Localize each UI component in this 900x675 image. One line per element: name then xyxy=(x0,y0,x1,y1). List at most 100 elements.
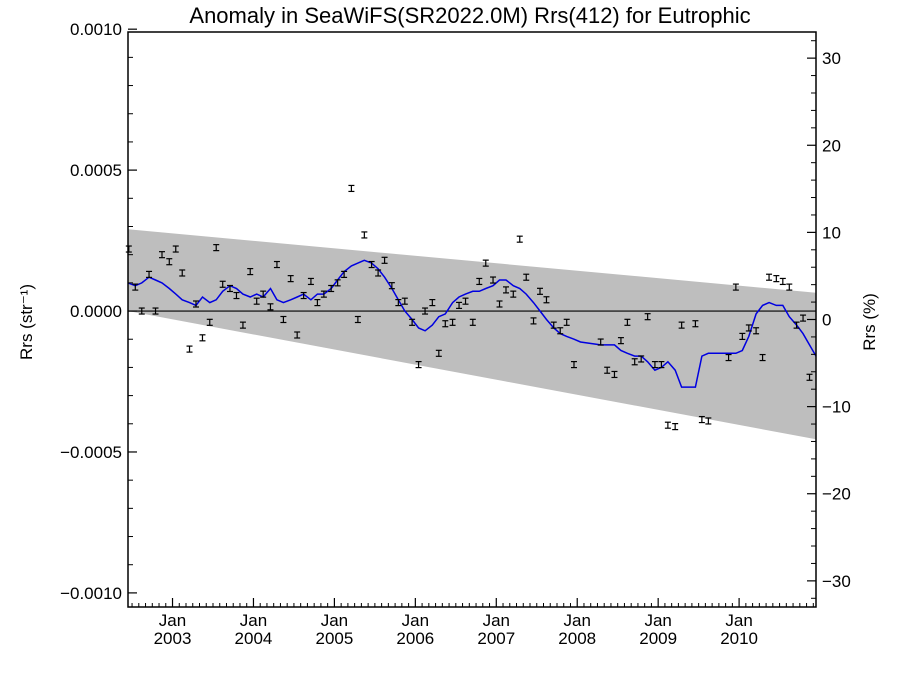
data-point xyxy=(409,318,416,326)
left-tick-label: 0.0005 xyxy=(70,161,122,180)
data-point xyxy=(253,297,260,305)
left-tick-label: −0.0005 xyxy=(60,443,122,462)
data-point xyxy=(543,296,550,304)
data-point xyxy=(381,256,388,264)
data-point xyxy=(692,320,699,328)
right-tick-label: 20 xyxy=(822,136,841,155)
data-point xyxy=(570,360,577,369)
data-point xyxy=(219,280,226,288)
data-point xyxy=(273,260,280,269)
smoothed-series-line xyxy=(127,259,817,388)
data-point xyxy=(773,275,780,283)
data-point xyxy=(611,370,618,379)
data-point xyxy=(725,353,732,362)
data-point xyxy=(401,297,408,305)
data-point xyxy=(199,334,206,342)
data-point xyxy=(456,301,463,310)
x-tick-year-label: 2003 xyxy=(154,629,192,648)
data-point xyxy=(644,313,651,321)
data-point xyxy=(314,298,321,307)
data-point xyxy=(341,270,348,279)
data-point xyxy=(435,349,442,357)
data-point xyxy=(664,421,671,429)
data-point xyxy=(530,317,537,325)
data-point xyxy=(247,267,254,276)
data-point xyxy=(563,318,570,326)
axes-layer: 0.00100.00050.0000−0.0005−0.00103020100−… xyxy=(60,20,851,648)
data-point xyxy=(469,318,476,326)
data-point xyxy=(536,287,543,295)
left-tick-label: 0.0000 xyxy=(70,302,122,321)
x-tick-month-label: Jan xyxy=(483,611,510,630)
left-tick-label: −0.0010 xyxy=(60,584,122,603)
data-point xyxy=(213,244,220,252)
data-point xyxy=(287,275,294,283)
x-tick-year-label: 2004 xyxy=(235,629,273,648)
right-tick-label: 0 xyxy=(822,311,831,330)
data-point xyxy=(186,345,193,353)
data-point xyxy=(429,298,436,307)
data-point xyxy=(348,184,355,193)
data-point xyxy=(786,283,793,291)
data-point xyxy=(766,273,773,281)
data-point xyxy=(651,360,658,369)
data-point xyxy=(739,332,746,341)
x-tick-month-label: Jan xyxy=(725,611,752,630)
x-tick-year-label: 2009 xyxy=(639,629,677,648)
right-tick-label: −30 xyxy=(822,572,851,591)
x-tick-year-label: 2005 xyxy=(315,629,353,648)
data-point xyxy=(806,373,813,381)
data-point xyxy=(166,258,173,266)
x-tick-month-label: Jan xyxy=(321,611,348,630)
x-tick-month-label: Jan xyxy=(159,611,186,630)
data-point xyxy=(523,273,530,281)
data-point xyxy=(280,315,287,324)
data-point xyxy=(395,298,402,307)
data-point xyxy=(597,338,604,346)
data-point xyxy=(550,321,557,329)
right-tick-label: 30 xyxy=(822,49,841,68)
data-point xyxy=(294,331,301,339)
left-axis-label: Rrs (str⁻¹) xyxy=(17,284,36,360)
data-point xyxy=(604,366,611,374)
data-point xyxy=(267,303,274,311)
data-point xyxy=(624,318,631,326)
data-point xyxy=(631,358,638,366)
data-point xyxy=(745,324,752,332)
data-point xyxy=(557,327,564,335)
left-tick-label: 0.0010 xyxy=(70,20,122,39)
data-point xyxy=(442,320,449,328)
data-points-layer xyxy=(125,184,813,431)
data-point xyxy=(422,307,429,315)
data-point xyxy=(132,283,139,291)
x-tick-month-label: Jan xyxy=(240,611,267,630)
data-point xyxy=(125,245,132,253)
data-point xyxy=(705,417,712,425)
data-point xyxy=(354,315,361,324)
data-point xyxy=(320,290,327,298)
right-axis-label: Rrs (%) xyxy=(860,293,879,351)
data-point xyxy=(300,291,307,300)
data-point xyxy=(172,245,179,253)
data-point xyxy=(793,321,800,329)
data-point xyxy=(192,300,199,308)
data-point xyxy=(482,259,489,267)
data-point xyxy=(307,277,314,286)
data-point xyxy=(449,318,456,326)
x-tick-month-label: Jan xyxy=(402,611,429,630)
data-point xyxy=(462,297,469,305)
right-tick-label: 10 xyxy=(822,223,841,242)
data-point xyxy=(698,415,705,424)
x-tick-year-label: 2008 xyxy=(558,629,596,648)
data-point xyxy=(496,300,503,308)
data-point xyxy=(502,286,509,294)
x-tick-month-label: Jan xyxy=(644,611,671,630)
uncertainty-envelope-layer xyxy=(128,229,816,440)
data-point xyxy=(658,360,665,369)
data-point xyxy=(233,291,240,300)
data-point xyxy=(179,269,186,277)
smoothed-line-layer xyxy=(127,259,817,388)
x-tick-year-label: 2010 xyxy=(720,629,758,648)
data-point xyxy=(260,290,267,298)
